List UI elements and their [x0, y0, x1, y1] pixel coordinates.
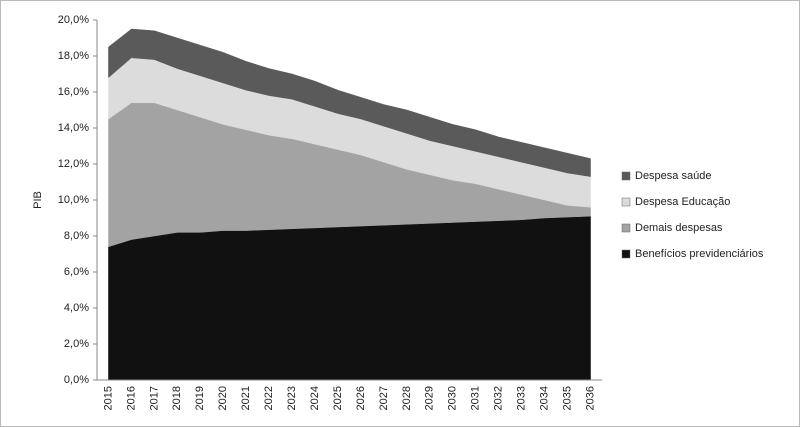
- y-axis-label: PIB: [32, 191, 44, 209]
- x-tick-label: 2030: [447, 386, 459, 410]
- y-tick-label: 14,0%: [58, 122, 89, 134]
- area: [108, 215, 591, 381]
- x-tick-label: 2019: [194, 386, 206, 410]
- y-tick-label: 10,0%: [58, 194, 89, 206]
- x-tick-label: 2016: [125, 386, 137, 410]
- x-tick-label: 2021: [240, 386, 252, 410]
- x-tick-label: 2018: [171, 386, 183, 410]
- y-tick-label: 16,0%: [58, 86, 89, 98]
- x-tick-label: 2024: [309, 386, 321, 410]
- x-tick-label: 2023: [286, 386, 298, 410]
- x-tick-label: 2032: [493, 386, 505, 410]
- x-tick-label: 2034: [539, 386, 551, 410]
- legend-label: Despesa saúde: [635, 170, 711, 182]
- x-tick-label: 2035: [561, 386, 573, 410]
- x-tick-label: 2022: [263, 386, 275, 410]
- x-tick-label: 2017: [148, 386, 160, 410]
- legend-label: Benefícios previdenciários: [635, 248, 764, 260]
- legend-swatch: [621, 223, 631, 233]
- legend-label: Demais despesas: [635, 222, 723, 234]
- area: [108, 28, 591, 177]
- x-tick-label: 2033: [516, 386, 528, 410]
- legend-label: Despesa Educação: [635, 196, 730, 208]
- y-tick-label: 2,0%: [64, 338, 89, 350]
- y-tick-label: 4,0%: [64, 302, 89, 314]
- x-tick-label: 2020: [217, 386, 229, 410]
- y-tick-label: 6,0%: [64, 266, 89, 278]
- x-tick-label: 2026: [355, 386, 367, 410]
- legend-swatch: [621, 249, 631, 259]
- x-tick-label: 2036: [584, 386, 596, 410]
- x-tick-label: 2025: [332, 386, 344, 410]
- x-tick-label: 2015: [102, 386, 114, 410]
- y-tick-label: 12,0%: [58, 158, 89, 170]
- y-tick-label: 0,0%: [64, 374, 89, 386]
- y-tick-label: 20,0%: [58, 14, 89, 26]
- x-tick-label: 2027: [378, 386, 390, 410]
- x-tick-label: 2031: [470, 386, 482, 410]
- x-tick-label: 2029: [424, 386, 436, 410]
- legend-swatch: [621, 197, 631, 207]
- x-tick-label: 2028: [401, 386, 413, 410]
- y-tick-label: 18,0%: [58, 50, 89, 62]
- y-tick-label: 8,0%: [64, 230, 89, 242]
- legend-swatch: [621, 171, 631, 181]
